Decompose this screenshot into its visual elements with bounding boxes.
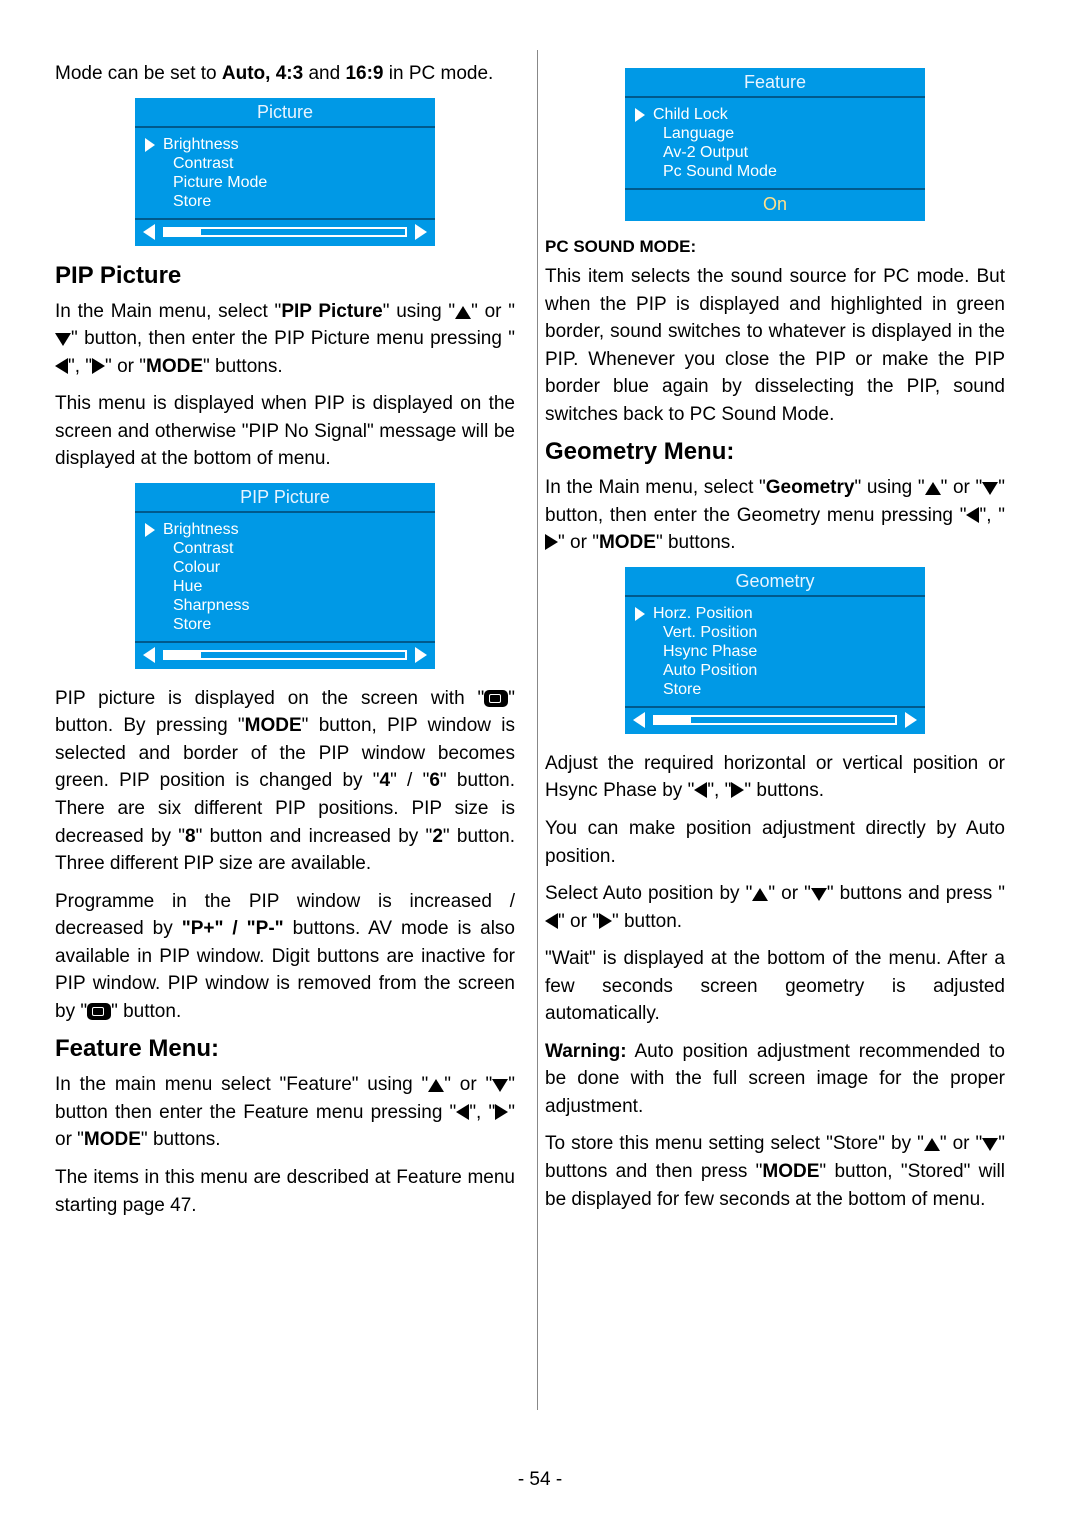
- triangle-left-icon: [456, 1104, 469, 1120]
- triangle-right-icon: [731, 782, 744, 798]
- cursor-icon: [635, 108, 645, 122]
- osd-picture-menu: Picture Brightness Contrast Picture Mode…: [135, 98, 435, 246]
- triangle-up-icon: [455, 306, 471, 319]
- pcsm-paragraph: This item selects the sound source for P…: [545, 263, 1005, 428]
- pip-paragraph-2: This menu is displayed when PIP is displ…: [55, 390, 515, 473]
- triangle-up-icon: [925, 482, 941, 495]
- geometry-paragraph-3: You can make position adjustment directl…: [545, 815, 1005, 870]
- heading-feature-menu: Feature Menu:: [55, 1035, 515, 1063]
- pip-button-icon: [87, 1003, 111, 1020]
- pip-button-icon: [484, 690, 508, 707]
- arrow-left-icon: [143, 224, 155, 240]
- triangle-right-icon: [92, 358, 105, 374]
- osd-title: Geometry: [625, 567, 925, 597]
- subheading-pc-sound-mode: PC SOUND MODE:: [545, 237, 1005, 257]
- osd-geometry-menu: Geometry Horz. Position Vert. Position H…: [625, 567, 925, 734]
- column-divider: [537, 50, 538, 1410]
- geometry-paragraph-2: Adjust the required horizontal or vertic…: [545, 750, 1005, 805]
- cursor-icon: [145, 523, 155, 537]
- triangle-up-icon: [752, 888, 768, 901]
- triangle-left-icon: [694, 782, 707, 798]
- arrow-right-icon: [905, 712, 917, 728]
- osd-title: Picture: [135, 98, 435, 128]
- right-column: Feature Child Lock Language Av-2 Output …: [545, 60, 1005, 1420]
- triangle-up-icon: [924, 1138, 940, 1151]
- arrow-left-icon: [143, 647, 155, 663]
- triangle-down-icon: [811, 888, 827, 901]
- arrow-right-icon: [415, 224, 427, 240]
- geometry-paragraph-7: To store this menu setting select "Store…: [545, 1130, 1005, 1213]
- slider-track: [163, 227, 407, 237]
- arrow-right-icon: [415, 647, 427, 663]
- triangle-left-icon: [545, 913, 558, 929]
- osd-body: Child Lock Language Av-2 Output Pc Sound…: [625, 98, 925, 188]
- geometry-paragraph-6: Warning: Auto position adjustment recomm…: [545, 1038, 1005, 1121]
- osd-title: Feature: [625, 68, 925, 98]
- osd-slider: [135, 641, 435, 669]
- triangle-up-icon: [428, 1079, 444, 1092]
- geometry-paragraph-4: Select Auto position by "" or "" buttons…: [545, 880, 1005, 935]
- osd-body: Brightness Contrast Colour Hue Sharpness…: [135, 513, 435, 641]
- triangle-down-icon: [492, 1079, 508, 1092]
- triangle-down-icon: [982, 482, 998, 495]
- geometry-paragraph-1: In the Main menu, select "Geometry" usin…: [545, 474, 1005, 557]
- osd-body: Brightness Contrast Picture Mode Store: [135, 128, 435, 218]
- triangle-down-icon: [982, 1138, 998, 1151]
- osd-title: PIP Picture: [135, 483, 435, 513]
- osd-body: Horz. Position Vert. Position Hsync Phas…: [625, 597, 925, 706]
- page-content: Mode can be set to Auto, 4:3 and 16:9 in…: [0, 0, 1080, 1460]
- triangle-right-icon: [495, 1104, 508, 1120]
- triangle-right-icon: [545, 534, 558, 550]
- slider-track: [653, 715, 897, 725]
- arrow-left-icon: [633, 712, 645, 728]
- intro-text: Mode can be set to Auto, 4:3 and 16:9 in…: [55, 60, 515, 88]
- feature-paragraph-1: In the main menu select "Feature" using …: [55, 1071, 515, 1154]
- cursor-icon: [635, 607, 645, 621]
- triangle-left-icon: [966, 507, 979, 523]
- cursor-icon: [145, 138, 155, 152]
- triangle-right-icon: [599, 913, 612, 929]
- pip-paragraph-4: Programme in the PIP window is increased…: [55, 888, 515, 1026]
- osd-value: On: [625, 188, 925, 221]
- slider-track: [163, 650, 407, 660]
- triangle-down-icon: [55, 333, 71, 346]
- left-column: Mode can be set to Auto, 4:3 and 16:9 in…: [55, 60, 515, 1420]
- page-number: - 54 -: [0, 1469, 1080, 1491]
- geometry-paragraph-5: "Wait" is displayed at the bottom of the…: [545, 945, 1005, 1028]
- triangle-left-icon: [55, 358, 68, 374]
- heading-geometry-menu: Geometry Menu:: [545, 438, 1005, 466]
- osd-feature-menu: Feature Child Lock Language Av-2 Output …: [625, 68, 925, 221]
- heading-pip-picture: PIP Picture: [55, 262, 515, 290]
- osd-slider: [625, 706, 925, 734]
- pip-paragraph-1: In the Main menu, select "PIP Picture" u…: [55, 298, 515, 381]
- feature-paragraph-2: The items in this menu are described at …: [55, 1164, 515, 1219]
- pip-paragraph-3: PIP picture is displayed on the screen w…: [55, 685, 515, 878]
- osd-pip-menu: PIP Picture Brightness Contrast Colour H…: [135, 483, 435, 669]
- osd-slider: [135, 218, 435, 246]
